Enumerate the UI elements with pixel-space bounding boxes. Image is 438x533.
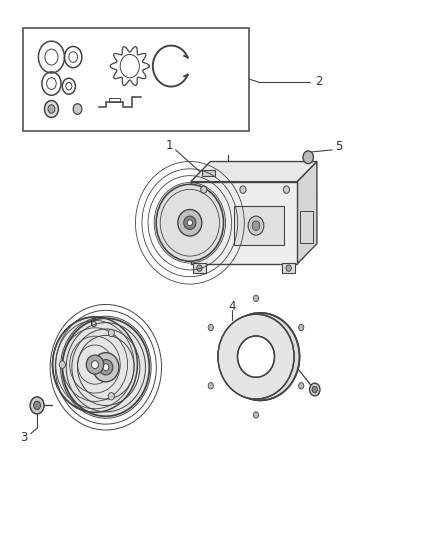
- Bar: [110, 98, 120, 102]
- Text: 4: 4: [228, 300, 236, 313]
- Ellipse shape: [237, 336, 275, 377]
- Circle shape: [240, 186, 246, 193]
- Ellipse shape: [92, 361, 99, 368]
- Bar: [193, 263, 206, 273]
- Circle shape: [208, 383, 213, 389]
- Circle shape: [299, 383, 304, 389]
- Circle shape: [312, 386, 318, 393]
- Ellipse shape: [86, 355, 104, 374]
- Circle shape: [197, 265, 202, 271]
- Circle shape: [59, 361, 65, 368]
- Text: 5: 5: [335, 140, 343, 153]
- Bar: [300, 212, 314, 243]
- Circle shape: [252, 221, 260, 230]
- Circle shape: [108, 329, 114, 337]
- Polygon shape: [297, 161, 317, 264]
- Polygon shape: [191, 182, 297, 264]
- Circle shape: [299, 324, 304, 330]
- Text: 2: 2: [315, 76, 323, 88]
- Ellipse shape: [156, 184, 223, 261]
- Circle shape: [286, 265, 291, 271]
- Ellipse shape: [178, 209, 202, 236]
- Circle shape: [45, 101, 58, 117]
- Circle shape: [73, 104, 82, 114]
- Bar: [23, 28, 250, 131]
- Ellipse shape: [221, 313, 300, 400]
- Bar: [201, 170, 215, 176]
- Circle shape: [253, 412, 258, 418]
- Circle shape: [208, 324, 213, 330]
- Ellipse shape: [218, 314, 294, 399]
- Ellipse shape: [103, 364, 109, 370]
- Circle shape: [253, 295, 258, 302]
- Text: 3: 3: [20, 431, 28, 444]
- Ellipse shape: [62, 318, 149, 416]
- Circle shape: [34, 401, 41, 410]
- Text: 1: 1: [165, 139, 173, 152]
- Circle shape: [303, 151, 314, 164]
- Circle shape: [108, 393, 114, 400]
- Ellipse shape: [99, 360, 113, 375]
- Circle shape: [48, 105, 55, 114]
- Polygon shape: [191, 161, 317, 182]
- Text: 6: 6: [89, 317, 96, 330]
- Circle shape: [248, 216, 264, 235]
- Ellipse shape: [93, 353, 119, 382]
- Circle shape: [201, 186, 207, 193]
- Circle shape: [283, 186, 290, 193]
- Bar: [234, 206, 284, 245]
- Circle shape: [30, 397, 44, 414]
- Ellipse shape: [184, 216, 196, 229]
- Bar: [282, 263, 295, 273]
- Ellipse shape: [53, 317, 138, 413]
- Ellipse shape: [187, 220, 192, 225]
- Circle shape: [310, 383, 320, 396]
